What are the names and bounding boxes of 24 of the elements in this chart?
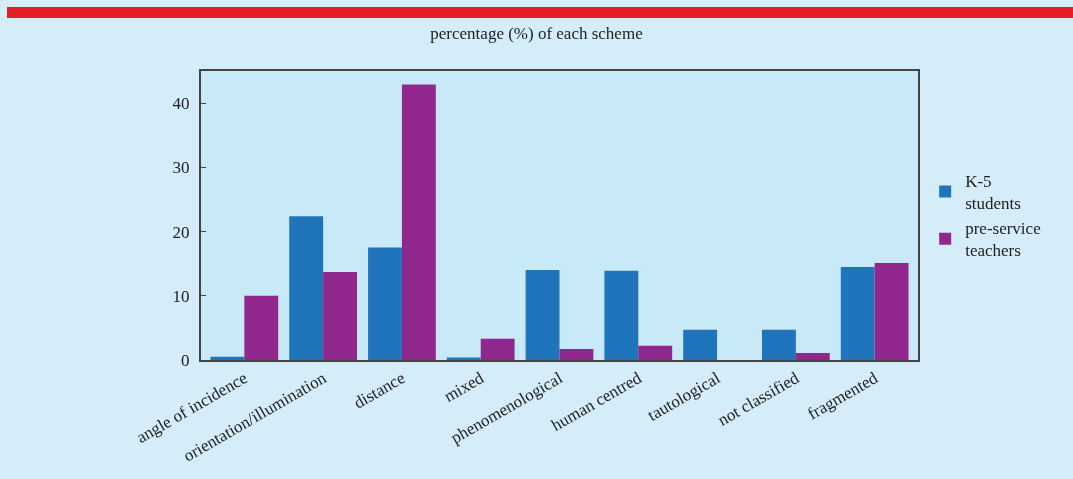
bar (210, 356, 245, 360)
bar (244, 295, 279, 360)
bar (604, 270, 639, 360)
y-tick-label: 0 (181, 350, 190, 370)
y-tick-label: 30 (172, 158, 190, 178)
bar (480, 338, 515, 360)
bar (874, 263, 909, 360)
y-tick-label: 20 (172, 222, 190, 242)
chart-title: percentage (%) of each scheme (430, 24, 643, 44)
bar (323, 272, 358, 360)
bar (401, 84, 436, 360)
y-tick-label: 10 (172, 286, 190, 306)
legend-label: pre-service teachers (965, 219, 1041, 261)
y-tick-label: 40 (172, 94, 190, 114)
bar (683, 329, 718, 360)
bar (840, 266, 875, 360)
bar (368, 247, 402, 360)
bar (446, 357, 481, 360)
bar (559, 349, 594, 360)
bar (761, 329, 796, 360)
bar (289, 216, 324, 360)
bar (795, 352, 830, 360)
bar (525, 270, 560, 360)
bar (638, 345, 673, 360)
